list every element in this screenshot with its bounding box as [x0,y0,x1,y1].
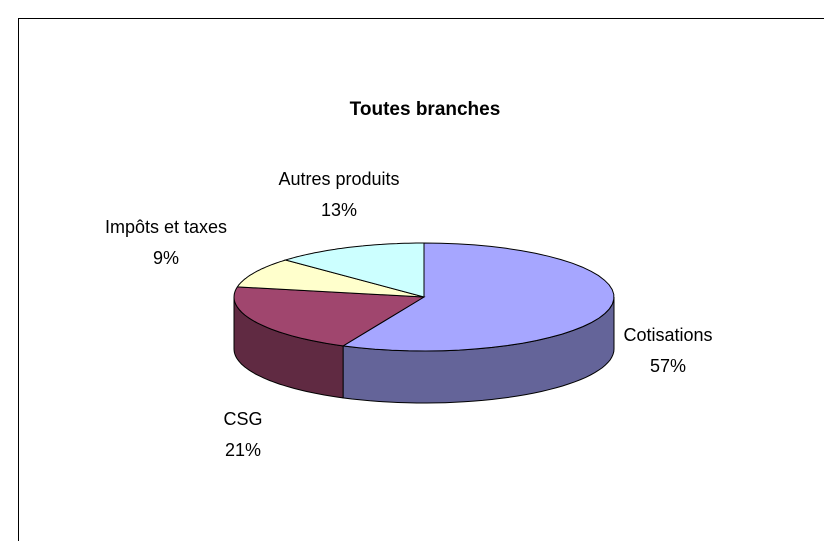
pie-slice [341,242,615,352]
slice-label: CSG [223,409,262,429]
slice-label: Autres produits [278,169,399,189]
slice-value-label: 9% [153,248,179,268]
slice-value-label: 21% [225,440,261,460]
slice-label: Impôts et taxes [105,217,227,237]
slice-value-label: 13% [321,200,357,220]
pie-slice [283,242,425,298]
slice-label: Cotisations [623,325,712,345]
chart-title: Toutes branches [350,99,501,120]
slice-value-label: 57% [650,356,686,376]
pie-slice [236,259,425,298]
pie-slice [233,286,426,347]
